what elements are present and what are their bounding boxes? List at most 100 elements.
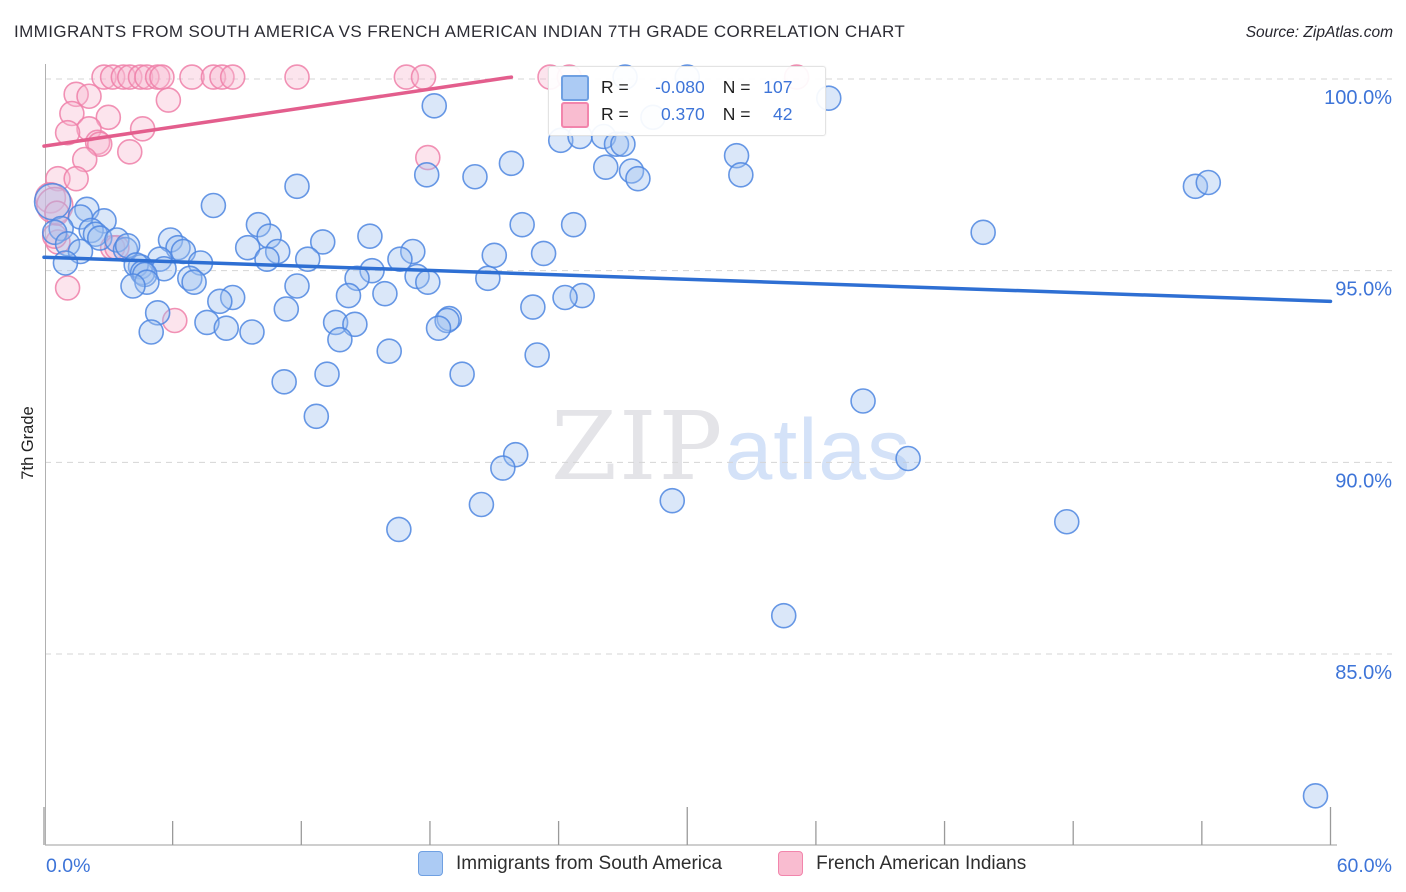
x-tick-label-max: 60.0% [1337, 855, 1392, 877]
pink-data-point [284, 64, 310, 90]
blue-data-point [1302, 783, 1329, 809]
blue-data-point [560, 211, 587, 238]
legend-item-south-america: Immigrants from South America [418, 851, 722, 876]
blue-legend-swatch [418, 851, 443, 876]
y-tick-label-95: 95.0% [1335, 279, 1392, 301]
blue-data-point [82, 221, 109, 248]
pink-data-point [59, 100, 85, 127]
blue-data-point [462, 163, 488, 190]
pink-series-swatch [561, 101, 589, 128]
blue-data-point [1195, 169, 1222, 196]
blue-data-point [625, 165, 651, 192]
stats-legend: R = -0.080 N = 107 R = 0.370 N = 42 [548, 66, 826, 136]
pink-data-point [54, 119, 81, 146]
blue-data-point [342, 311, 368, 338]
blue-data-point [138, 319, 165, 345]
pink-data-point [200, 64, 227, 90]
blue-data-point [502, 441, 529, 468]
r-value-blue: -0.080 [655, 77, 705, 97]
blue-data-point [520, 294, 546, 320]
n-label: N = [722, 77, 751, 97]
pink-data-point [410, 64, 437, 90]
blue-data-point [1053, 508, 1080, 535]
blue-data-point [386, 516, 412, 543]
pink-data-point [134, 64, 160, 90]
stats-legend-row-pink: R = 0.370 N = 42 [561, 101, 813, 128]
blue-data-point [490, 455, 516, 481]
blue-data-point [284, 273, 310, 299]
stats-legend-row-blue: R = -0.080 N = 107 [561, 74, 813, 101]
pink-data-point [209, 64, 235, 90]
blue-data-point [33, 182, 72, 221]
blue-data-point [475, 265, 501, 292]
legend-label-south-america: Immigrants from South America [456, 852, 723, 874]
legend-item-french-american-indians: French American Indians [778, 851, 1026, 876]
r-value-pink: 0.370 [660, 104, 705, 124]
pink-data-point [71, 146, 98, 173]
blue-data-point [413, 162, 440, 188]
blue-data-point [468, 491, 495, 518]
page-title: IMMIGRANTS FROM SOUTH AMERICA VS FRENCH … [14, 22, 906, 41]
blue-data-point [273, 296, 300, 322]
r-label: R = [601, 104, 629, 124]
blue-data-point [524, 342, 550, 368]
blue-data-point [213, 315, 240, 341]
blue-data-point [530, 240, 557, 267]
r-label: R = [601, 77, 629, 97]
blue-data-point [144, 300, 171, 326]
blue-data-point [449, 361, 475, 387]
blue-data-point [592, 154, 619, 180]
n-label: N = [722, 104, 751, 124]
blue-data-point [970, 219, 996, 246]
blue-data-point [552, 284, 578, 311]
blue-data-point [200, 192, 227, 219]
blue-data-point [194, 309, 220, 336]
pink-data-point [45, 165, 71, 192]
blue-data-point [421, 93, 448, 119]
zipatlas-watermark: ZIPatlas [551, 392, 911, 502]
blue-data-point [303, 403, 330, 430]
blue-data-point [314, 361, 340, 387]
blue-data-point [895, 445, 921, 472]
watermark-atlas: atlas [724, 402, 912, 498]
blue-data-point [399, 238, 426, 265]
blue-data-point [54, 231, 81, 257]
blue-data-point [723, 142, 750, 169]
blue-data-point [357, 223, 383, 249]
pink-data-point [95, 104, 122, 131]
series-legend: Immigrants from South America French Ame… [418, 851, 1026, 876]
y-tick-label-90: 90.0% [1335, 470, 1392, 492]
blue-data-point [372, 280, 398, 307]
legend-label-french-american-indians: French American Indians [816, 852, 1027, 874]
blue-data-point [509, 211, 535, 238]
pink-data-point [54, 275, 81, 301]
blue-data-point [425, 315, 452, 341]
blue-data-point [327, 326, 353, 353]
blue-data-point [181, 269, 207, 295]
blue-data-point [271, 369, 297, 395]
pink-legend-swatch [778, 851, 804, 876]
pink-data-point [155, 87, 182, 113]
blue-data-point [207, 288, 233, 315]
blue-data-point [254, 246, 280, 272]
y-tick-label-85: 85.0% [1335, 662, 1392, 684]
blue-data-point [177, 265, 203, 292]
n-value-pink: 42 [773, 104, 793, 124]
pink-data-point [63, 81, 89, 108]
blue-trend-line [42, 255, 1333, 304]
x-tick-label-min: 0.0% [46, 855, 90, 877]
blue-data-point [114, 232, 141, 259]
blue-data-point [770, 602, 797, 629]
blue-data-point [239, 319, 265, 345]
blue-data-point [415, 269, 441, 295]
blue-series-swatch [561, 74, 589, 101]
pink-data-point [63, 165, 89, 192]
watermark-zip: ZIP [551, 392, 725, 502]
y-tick-label-100: 100.0% [1324, 87, 1392, 109]
pink-data-point [149, 64, 175, 90]
blue-data-point [284, 173, 310, 200]
pink-data-point [76, 83, 102, 110]
pink-data-point [91, 64, 117, 90]
blue-data-point [52, 250, 79, 276]
